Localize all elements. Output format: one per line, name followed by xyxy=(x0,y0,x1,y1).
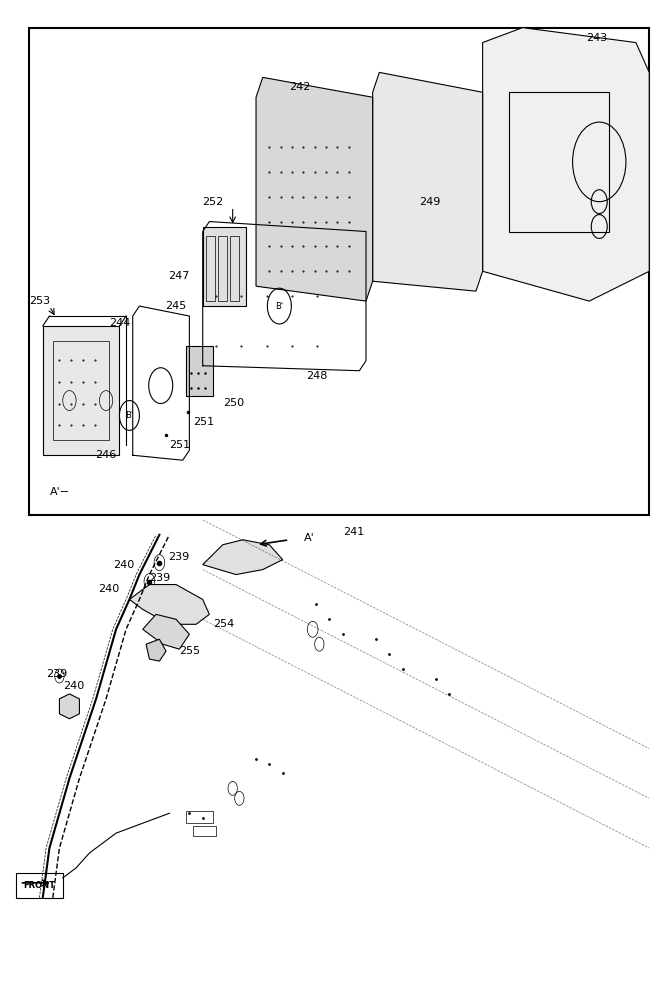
Bar xyxy=(186,811,213,823)
Text: 242: 242 xyxy=(289,82,310,92)
Text: 249: 249 xyxy=(419,197,441,207)
Text: 252: 252 xyxy=(202,197,223,207)
Bar xyxy=(30,28,649,515)
Text: 239: 239 xyxy=(149,573,171,583)
Polygon shape xyxy=(130,585,210,624)
Text: 251: 251 xyxy=(169,440,191,450)
Bar xyxy=(509,92,610,232)
Text: 248: 248 xyxy=(306,371,327,381)
Bar xyxy=(43,326,120,455)
Bar xyxy=(218,236,226,301)
Bar xyxy=(206,236,215,301)
Text: 243: 243 xyxy=(586,33,607,43)
Bar xyxy=(193,826,216,836)
Text: A'−: A'− xyxy=(50,487,70,497)
Text: 251: 251 xyxy=(193,417,214,427)
Text: B': B' xyxy=(126,411,134,420)
Text: 246: 246 xyxy=(95,450,117,460)
Polygon shape xyxy=(373,72,482,291)
Text: A': A' xyxy=(304,533,314,543)
Bar xyxy=(230,236,239,301)
Polygon shape xyxy=(146,639,166,661)
Bar xyxy=(53,341,110,440)
Polygon shape xyxy=(256,77,373,301)
Text: 240: 240 xyxy=(62,681,84,691)
Text: 254: 254 xyxy=(213,619,234,629)
Text: B': B' xyxy=(276,302,284,311)
Text: 247: 247 xyxy=(168,271,190,281)
Bar xyxy=(186,346,213,396)
Text: 250: 250 xyxy=(222,398,244,408)
Text: 255: 255 xyxy=(179,646,200,656)
Polygon shape xyxy=(142,614,190,649)
Text: 239: 239 xyxy=(168,552,190,562)
Bar xyxy=(203,227,246,306)
Text: 239: 239 xyxy=(46,669,67,679)
Text: 245: 245 xyxy=(165,301,186,311)
Text: 240: 240 xyxy=(98,584,120,594)
Polygon shape xyxy=(203,540,283,575)
Bar xyxy=(16,873,62,898)
Text: 253: 253 xyxy=(29,296,50,306)
Text: 241: 241 xyxy=(343,527,364,537)
Text: 244: 244 xyxy=(110,318,131,328)
Polygon shape xyxy=(59,694,79,719)
Polygon shape xyxy=(482,28,649,301)
Text: FRONT: FRONT xyxy=(24,881,55,890)
Text: 240: 240 xyxy=(113,560,134,570)
